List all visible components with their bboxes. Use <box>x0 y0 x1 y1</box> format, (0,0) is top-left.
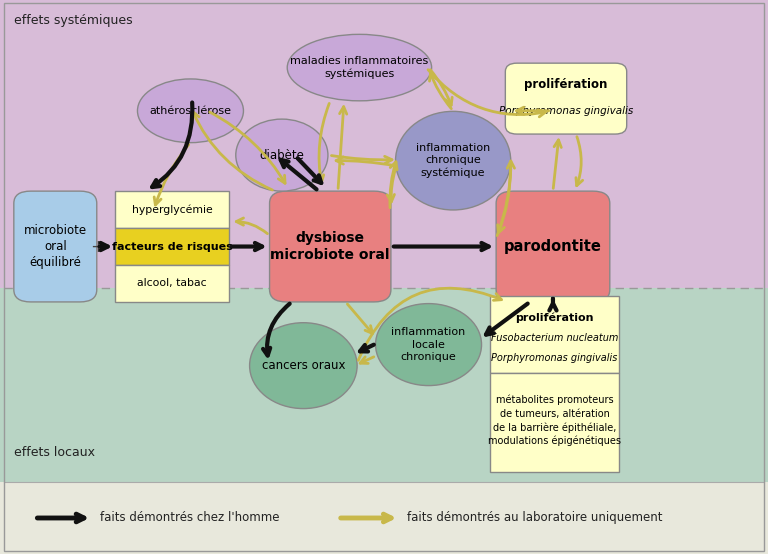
Ellipse shape <box>137 79 243 142</box>
Text: microbiote
oral
équilibré: microbiote oral équilibré <box>24 224 87 269</box>
Ellipse shape <box>236 119 328 191</box>
Bar <box>0 288 768 482</box>
Ellipse shape <box>396 111 511 210</box>
FancyBboxPatch shape <box>496 191 610 302</box>
Text: inflammation
locale
chronique: inflammation locale chronique <box>392 327 465 362</box>
Text: dysbiose
microbiote oral: dysbiose microbiote oral <box>270 231 390 262</box>
Text: prolifération: prolifération <box>525 78 607 91</box>
Text: alcool, tabac: alcool, tabac <box>137 279 207 289</box>
Ellipse shape <box>376 304 482 386</box>
Text: effets systémiques: effets systémiques <box>14 14 132 27</box>
Text: athérosclérose: athérosclérose <box>150 106 231 116</box>
Text: effets locaux: effets locaux <box>14 446 94 459</box>
Text: cancers oraux: cancers oraux <box>262 359 345 372</box>
Bar <box>115 228 229 265</box>
Text: maladies inflammatoires
systémiques: maladies inflammatoires systémiques <box>290 56 429 79</box>
FancyBboxPatch shape <box>505 63 627 134</box>
Ellipse shape <box>287 34 432 101</box>
Text: faits démontrés chez l'homme: faits démontrés chez l'homme <box>100 511 280 525</box>
FancyBboxPatch shape <box>14 191 97 302</box>
Text: Fusobacterium nucleatum: Fusobacterium nucleatum <box>491 334 618 343</box>
Bar <box>490 373 619 472</box>
Text: diabète: diabète <box>260 148 304 162</box>
Bar <box>490 296 619 373</box>
Text: prolifération: prolifération <box>515 312 594 323</box>
Ellipse shape <box>250 322 357 409</box>
Text: Porphyromonas gingivalis: Porphyromonas gingivalis <box>499 106 633 116</box>
Bar <box>0 0 768 288</box>
Text: facteurs de risques: facteurs de risques <box>111 242 233 252</box>
Text: parodontite: parodontite <box>504 239 602 254</box>
Bar <box>115 265 229 302</box>
FancyBboxPatch shape <box>270 191 391 302</box>
Text: inflammation
chronique
systémique: inflammation chronique systémique <box>416 143 490 178</box>
Text: métabolites promoteurs
de tumeurs, altération
de la barrière épithéliale,
modula: métabolites promoteurs de tumeurs, altér… <box>488 395 621 447</box>
Text: +: + <box>90 238 105 255</box>
Bar <box>0 482 768 554</box>
Text: faits démontrés au laboratoire uniquement: faits démontrés au laboratoire uniquemen… <box>407 511 663 525</box>
Bar <box>115 191 229 228</box>
Text: hyperglycémie: hyperglycémie <box>131 204 213 215</box>
Text: Porphyromonas gingivalis: Porphyromonas gingivalis <box>492 353 617 363</box>
